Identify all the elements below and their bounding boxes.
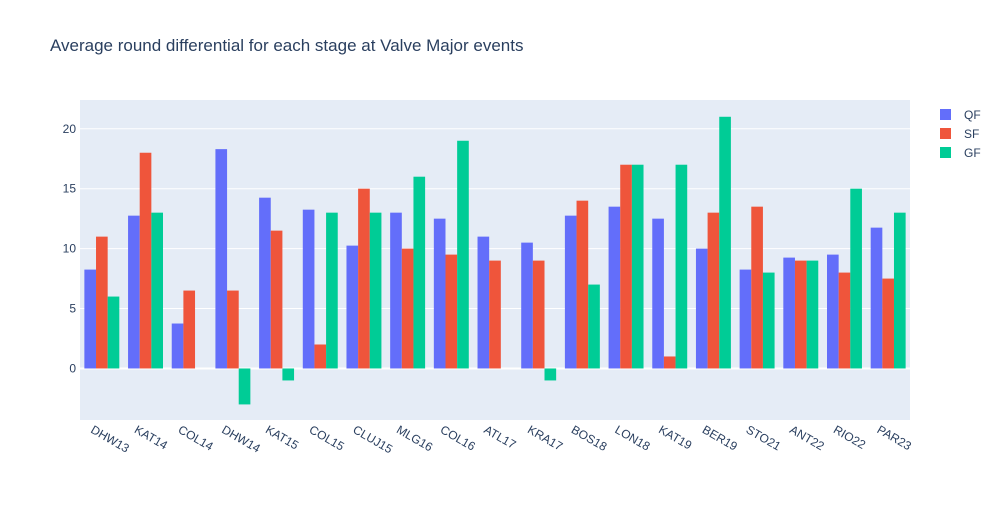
bar-qf-col15 xyxy=(302,209,315,369)
bar-gf-ant22 xyxy=(806,260,819,369)
bar-qf-col14 xyxy=(171,323,184,369)
legend-label-qf: QF xyxy=(964,108,981,122)
legend-swatch-gf xyxy=(940,147,951,158)
y-tick-label: 10 xyxy=(63,242,77,256)
bar-qf-kra17 xyxy=(521,242,533,369)
legend-swatch-qf xyxy=(940,109,951,120)
x-tick-label: ANT22 xyxy=(787,422,827,453)
bar-qf-dhw13 xyxy=(84,269,97,369)
bar-sf-par23 xyxy=(882,278,894,369)
bar-gf-par23 xyxy=(893,212,906,369)
x-tick-label: MLG16 xyxy=(394,422,435,454)
bar-qf-kat14 xyxy=(128,215,140,369)
bar-qf-sto21 xyxy=(739,269,752,369)
bar-sf-kat15 xyxy=(270,230,283,369)
legend-label-gf: GF xyxy=(964,146,981,160)
bar-sf-ber19 xyxy=(707,212,720,369)
bar-sf-cluj15 xyxy=(358,188,370,369)
bar-sf-sto21 xyxy=(751,206,763,369)
bar-qf-par23 xyxy=(870,227,883,369)
bar-qf-rio22 xyxy=(827,254,839,369)
bar-qf-cluj15 xyxy=(346,245,359,369)
bar-sf-kra17 xyxy=(532,260,545,369)
bar-sf-rio22 xyxy=(838,272,851,369)
bar-sf-ant22 xyxy=(794,260,807,369)
x-tick-label: KAT14 xyxy=(132,422,170,452)
x-tick-label: PAR23 xyxy=(875,422,914,453)
x-tick-label: KAT15 xyxy=(263,422,301,452)
bar-gf-kra17 xyxy=(544,368,557,381)
bar-gf-dhw14 xyxy=(238,368,251,405)
bar-gf-col15 xyxy=(326,212,338,369)
bar-qf-kat15 xyxy=(259,197,271,369)
bar-gf-ber19 xyxy=(719,116,731,369)
x-tick-label: KRA17 xyxy=(525,422,565,453)
bar-qf-col16 xyxy=(433,218,446,369)
y-tick-label: 20 xyxy=(63,122,77,136)
bar-sf-col15 xyxy=(314,344,327,369)
bar-sf-dhw13 xyxy=(96,236,108,369)
x-tick-label: COL15 xyxy=(307,422,347,453)
bar-qf-ant22 xyxy=(783,257,795,369)
x-tick-label: COL16 xyxy=(438,422,478,453)
y-tick-label: 15 xyxy=(63,182,77,196)
bar-sf-col14 xyxy=(183,290,196,369)
legend-swatch-sf xyxy=(940,128,951,139)
bar-sf-kat14 xyxy=(139,152,152,369)
bar-gf-lon18 xyxy=(631,164,644,369)
bar-sf-col16 xyxy=(445,254,458,369)
x-tick-label: STO21 xyxy=(744,422,784,453)
bar-sf-bos18 xyxy=(576,200,589,369)
bar-sf-dhw14 xyxy=(227,290,239,369)
bar-gf-sto21 xyxy=(762,272,775,369)
x-tick-label: DHW13 xyxy=(88,422,132,455)
bar-qf-lon18 xyxy=(608,206,621,369)
bar-gf-col16 xyxy=(457,140,469,369)
bar-sf-lon18 xyxy=(620,164,632,369)
bar-gf-cluj15 xyxy=(369,212,382,369)
bar-gf-dhw13 xyxy=(107,296,120,369)
x-tick-label: CLUJ15 xyxy=(350,422,395,456)
legend-label-sf: SF xyxy=(964,127,979,141)
bar-gf-bos18 xyxy=(588,284,600,369)
bar-qf-atl17 xyxy=(477,236,490,369)
x-tick-label: ATL17 xyxy=(482,422,519,452)
bar-sf-mlg16 xyxy=(401,248,414,369)
x-tick-label: DHW14 xyxy=(219,422,263,455)
bar-gf-rio22 xyxy=(850,188,862,369)
bar-gf-mlg16 xyxy=(413,176,426,369)
bar-qf-kat19 xyxy=(652,218,664,369)
y-tick-label: 5 xyxy=(69,302,76,316)
bar-qf-mlg16 xyxy=(390,212,402,369)
bar-sf-atl17 xyxy=(489,260,501,369)
x-tick-label: BOS18 xyxy=(569,422,610,454)
x-tick-label: LON18 xyxy=(613,422,653,453)
bar-qf-ber19 xyxy=(695,248,708,369)
bar-gf-kat15 xyxy=(282,368,295,381)
x-tick-label: BER19 xyxy=(700,422,740,453)
bar-qf-bos18 xyxy=(564,215,577,369)
y-tick-label: 0 xyxy=(69,361,76,375)
bar-qf-dhw14 xyxy=(215,149,228,369)
x-tick-label: COL14 xyxy=(176,422,216,453)
chart-title: Average round differential for each stag… xyxy=(50,36,523,55)
x-tick-label: KAT19 xyxy=(656,422,694,452)
bar-gf-kat19 xyxy=(675,164,688,369)
bar-sf-kat19 xyxy=(663,356,676,369)
x-tick-label: RIO22 xyxy=(831,422,868,452)
bar-gf-kat14 xyxy=(151,212,163,369)
